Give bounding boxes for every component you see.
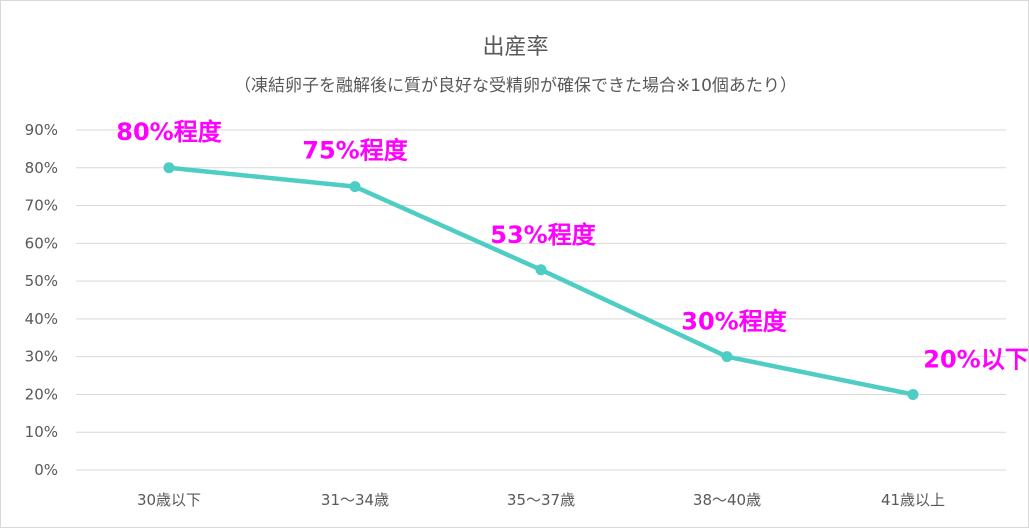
data-point — [907, 388, 919, 400]
y-tick-label: 70% — [25, 197, 58, 215]
data-point — [721, 351, 733, 363]
data-point — [163, 162, 175, 174]
y-tick-label: 60% — [25, 234, 58, 252]
chart-subtitle: （凍結卵子を融解後に質が良好な受精卵が確保できた場合※10個あたり） — [234, 76, 797, 96]
x-tick-label: 31～34歳 — [321, 491, 389, 509]
data-point — [535, 264, 547, 276]
x-tick-label: 41歳以上 — [881, 491, 945, 509]
data-label: 80%程度 — [116, 118, 222, 146]
chart-title: 出産率 — [482, 35, 549, 60]
x-tick-label: 30歳以下 — [137, 491, 201, 509]
y-tick-label: 30% — [25, 348, 58, 366]
y-tick-label: 0% — [34, 461, 58, 479]
data-label: 30%程度 — [681, 308, 787, 336]
data-label: 75%程度 — [302, 137, 408, 165]
x-tick-label: 38～40歳 — [693, 491, 761, 509]
y-tick-label: 40% — [25, 310, 58, 328]
data-label: 20%以下 — [923, 345, 1028, 373]
y-tick-label: 90% — [25, 121, 58, 139]
x-tick-label: 35～37歳 — [507, 491, 575, 509]
data-label: 53%程度 — [490, 221, 596, 249]
y-tick-label: 10% — [25, 423, 58, 441]
y-tick-label: 50% — [25, 272, 58, 290]
data-point — [349, 181, 361, 193]
y-tick-label: 20% — [25, 385, 58, 403]
y-tick-label: 80% — [25, 159, 58, 177]
